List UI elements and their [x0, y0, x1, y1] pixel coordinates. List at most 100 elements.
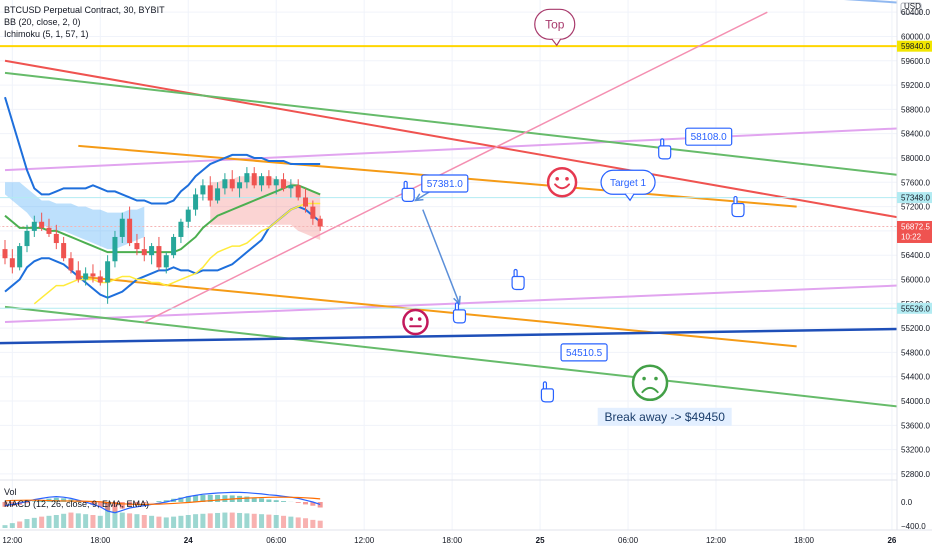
- annotation-text: Top: [545, 18, 565, 32]
- smiley-happy-icon: [546, 167, 578, 198]
- macd-histogram-bar: [61, 498, 67, 502]
- macd-histogram-bar: [112, 502, 118, 512]
- volume-bar: [24, 519, 30, 528]
- volume-bar: [53, 515, 59, 528]
- annotation-box[interactable]: [597, 407, 732, 426]
- macd-histogram-bar: [119, 502, 125, 509]
- macd-histogram-bar: [200, 494, 206, 502]
- price-label-value: 56872.5: [901, 222, 930, 231]
- annotation-callout[interactable]: [560, 343, 608, 362]
- candle-body: [119, 218, 125, 237]
- candle-body: [2, 249, 8, 259]
- candle-body: [156, 246, 162, 268]
- candle-body: [68, 258, 74, 271]
- price-label-value: 55526.0: [901, 304, 930, 313]
- smiley-face: [402, 308, 429, 336]
- macd-pane: [2, 491, 323, 528]
- trendline: [143, 11, 768, 323]
- volume-bar: [171, 516, 177, 528]
- candle-body: [17, 246, 23, 268]
- time-tick-label: 18:00: [794, 536, 815, 545]
- annotation-callout[interactable]: [685, 127, 733, 146]
- series-bb_lower: [4, 205, 321, 299]
- price-tick-label: 52800.0: [901, 470, 930, 479]
- macd-histogram-bar: [178, 497, 184, 502]
- volume-bar: [156, 516, 162, 528]
- candle-body: [61, 243, 67, 259]
- volume-bar: [266, 514, 272, 528]
- volume-bar: [229, 512, 235, 528]
- macd-axis-label: 0.0: [901, 498, 913, 507]
- candle-body: [266, 176, 272, 186]
- smiley-eye: [555, 176, 559, 181]
- smiley-eye: [654, 376, 658, 381]
- candle-body: [185, 209, 191, 222]
- candle-body: [39, 221, 45, 228]
- time-tick-label: 18:00: [90, 536, 111, 545]
- price-label-value: 57348.0: [901, 194, 930, 203]
- price-tick-label: 57200.0: [901, 203, 930, 212]
- hand-palm: [511, 275, 525, 291]
- bb-indicator-label[interactable]: BB (20, close, 2, 0): [4, 17, 81, 27]
- indicator-series: [4, 96, 321, 305]
- ichimoku-indicator-label[interactable]: Ichimoku (5, 1, 57, 1): [4, 29, 89, 39]
- smiley-neutral-icon: [402, 308, 429, 336]
- volume-bar: [141, 515, 147, 528]
- annotation-text: Break away -> $49450: [604, 410, 725, 424]
- smiley-mouth: [554, 183, 571, 190]
- candle-body: [244, 173, 250, 183]
- macd-histogram-bar: [163, 500, 169, 502]
- candle-body: [207, 185, 213, 201]
- price-label-tag: [897, 40, 932, 52]
- volume-bar: [68, 512, 74, 528]
- price-tick-label: 53200.0: [901, 446, 930, 455]
- time-tick-label: 24: [184, 536, 193, 545]
- candle-body: [141, 249, 147, 256]
- volume-bar: [105, 503, 111, 528]
- volume-bar: [200, 513, 206, 528]
- price-tick-label: 58400.0: [901, 130, 930, 139]
- price-axis[interactable]: USD 52800.0 53200.0 53600.0 54000.0 54400.0 54…: [896, 0, 932, 550]
- volume-bar: [39, 516, 45, 528]
- macd-histogram-bar: [185, 496, 191, 502]
- annotation-text: 57381.0: [427, 179, 464, 190]
- volume-bar: [259, 514, 265, 528]
- volume-label[interactable]: Vol: [4, 487, 17, 497]
- macd-histogram-bar: [97, 502, 103, 508]
- price-axis-background: [897, 0, 932, 550]
- volume-bar: [112, 510, 118, 528]
- time-tick-label: 12:00: [706, 536, 727, 545]
- macd-histogram-bar: [90, 502, 96, 505]
- price-tick-label: 53600.0: [901, 421, 930, 430]
- volume-bar: [90, 515, 96, 528]
- volume-bar: [9, 523, 15, 528]
- smiley-eye: [417, 317, 422, 321]
- candle-body: [251, 173, 257, 186]
- smiley-face: [631, 364, 669, 402]
- volume-bar: [127, 513, 133, 528]
- volume-bar: [237, 512, 243, 528]
- macd-line: [4, 491, 321, 514]
- annotation-callout[interactable]: [421, 174, 469, 193]
- macd-histogram-bar: [259, 498, 265, 502]
- macd-histogram-bar: [193, 495, 199, 502]
- candle-body: [31, 221, 37, 231]
- symbol-title[interactable]: BTCUSD Perpetual Contract, 30, BYBIT: [4, 5, 165, 15]
- macd-histogram-bar: [310, 502, 316, 506]
- macd-histogram-bar: [273, 500, 279, 502]
- trendline: [4, 71, 932, 180]
- candle-body: [112, 236, 118, 262]
- volume-bar: [288, 516, 294, 528]
- annotations[interactable]: Top 57381.0 58108.0 Target 1 54510.5 Break aw…: [401, 8, 745, 426]
- macd-axis-label: −400.0: [901, 522, 926, 531]
- time-axis[interactable]: 12:00 18:00 24 06:00 12:00 18:00 25 06:00 12:00 1…: [0, 529, 932, 550]
- macd-histogram-bar: [295, 502, 301, 503]
- price-tick-label: 54400.0: [901, 373, 930, 382]
- candle-body: [24, 230, 30, 247]
- macd-histogram-bar: [222, 495, 228, 502]
- macd-label[interactable]: MACD (12, 26, close, 9, EMA, EMA): [4, 499, 150, 509]
- time-tick-label: 26: [887, 536, 896, 545]
